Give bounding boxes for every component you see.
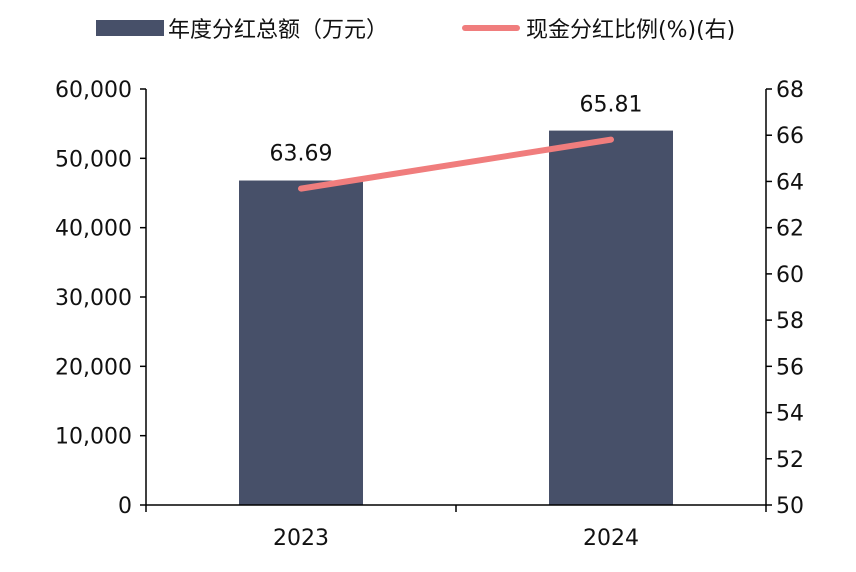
y-right-tick-label: 60 [776, 263, 804, 288]
y-left-tick-label: 50,000 [55, 147, 132, 172]
y-right-tick-label: 50 [776, 494, 804, 519]
legend-item-line: 现金分红比例(%)(右) [462, 10, 735, 46]
y-right-tick-label: 64 [776, 170, 804, 195]
y-left-tick-label: 30,000 [55, 286, 132, 311]
legend-swatch-bar [96, 20, 164, 36]
data-label-2024: 65.81 [580, 93, 643, 118]
y-right-tick-label: 66 [776, 124, 804, 149]
bar-2023 [239, 180, 363, 505]
y-left-tick-label: 40,000 [55, 217, 132, 242]
y-right-tick-label: 58 [776, 309, 804, 334]
x-tick-label-2024: 2024 [583, 526, 639, 551]
legend-label-bar: 年度分红总额（万元） [168, 18, 389, 43]
y-left-tick-label: 20,000 [55, 355, 132, 380]
y-right-tick-label: 52 [776, 448, 804, 473]
legend-item-bar: 年度分红总额（万元） [96, 10, 388, 46]
y-left-tick-label: 0 [118, 494, 132, 519]
y-right-tick-label: 62 [776, 217, 804, 242]
x-tick-label-2023: 2023 [273, 526, 329, 551]
bar-2024 [549, 130, 673, 505]
ratio-line [298, 136, 614, 192]
y-left-tick-label: 10,000 [55, 425, 132, 450]
legend-label-line: 现金分红比例(%)(右) [526, 18, 736, 43]
y-right-tick-label: 54 [776, 402, 804, 427]
y-left-tick-label: 60,000 [55, 78, 132, 103]
data-label-2023: 63.69 [270, 142, 333, 167]
legend-swatch-line [462, 25, 520, 31]
legend: 年度分红总额（万元） 现金分红比例(%)(右) [0, 10, 856, 46]
y-right-tick-label: 68 [776, 78, 804, 103]
y-right-tick-label: 56 [776, 355, 804, 380]
